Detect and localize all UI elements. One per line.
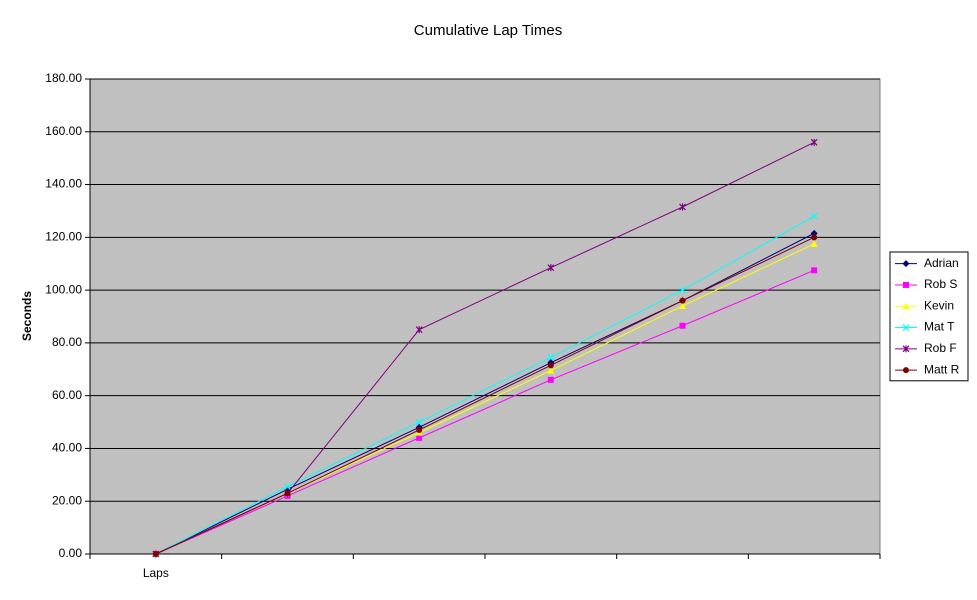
- series-line: [155, 236, 815, 555]
- marker: [902, 324, 910, 331]
- legend-label: Rob F: [924, 341, 957, 355]
- series-line: [155, 215, 815, 555]
- marker: [902, 260, 910, 268]
- chart-title: Cumulative Lap Times: [414, 22, 562, 39]
- series-line: [155, 269, 815, 555]
- marker: [679, 322, 686, 329]
- y-tick-label: 40.00: [52, 441, 82, 455]
- y-tick-label: 0.00: [59, 546, 83, 560]
- marker: [902, 345, 910, 353]
- marker: [810, 240, 818, 247]
- marker: [547, 353, 555, 361]
- marker: [679, 286, 686, 294]
- marker: [679, 302, 686, 309]
- marker: [903, 281, 909, 288]
- marker: [547, 376, 554, 383]
- legend-box: [889, 251, 969, 382]
- marker: [811, 234, 818, 241]
- marker: [547, 362, 554, 369]
- y-tick-label: 100.00: [45, 282, 82, 296]
- marker: [810, 212, 818, 220]
- marker: [679, 297, 686, 304]
- marker: [810, 138, 818, 146]
- legend-label: Matt R: [924, 362, 960, 376]
- marker: [547, 264, 555, 272]
- marker: [679, 203, 686, 211]
- series-line: [155, 232, 815, 555]
- marker: [811, 267, 818, 274]
- marker: [415, 326, 423, 334]
- legend-label: Kevin: [924, 298, 954, 312]
- y-tick-label: 180.00: [45, 71, 82, 85]
- y-tick-label: 160.00: [45, 124, 82, 138]
- marker: [416, 426, 423, 433]
- marker: [903, 367, 909, 374]
- marker: [284, 490, 291, 497]
- legend-label: Mat T: [924, 320, 955, 334]
- y-tick-label: 140.00: [45, 177, 82, 191]
- legend-label: Adrian: [924, 256, 959, 270]
- marker: [416, 434, 423, 441]
- y-tick-label: 20.00: [52, 493, 82, 507]
- y-tick-label: 80.00: [52, 335, 82, 349]
- y-tick-label: 60.00: [52, 388, 82, 402]
- marker: [152, 551, 159, 557]
- marker: [902, 302, 910, 310]
- y-axis-title: Seconds: [20, 291, 34, 341]
- marker: [415, 418, 423, 426]
- marker: [547, 367, 555, 374]
- legend-label: Rob S: [924, 277, 957, 291]
- x-tick-label: Laps: [143, 566, 169, 580]
- plot-area: [89, 78, 881, 555]
- y-tick-label: 120.00: [45, 230, 82, 244]
- marker: [284, 483, 291, 491]
